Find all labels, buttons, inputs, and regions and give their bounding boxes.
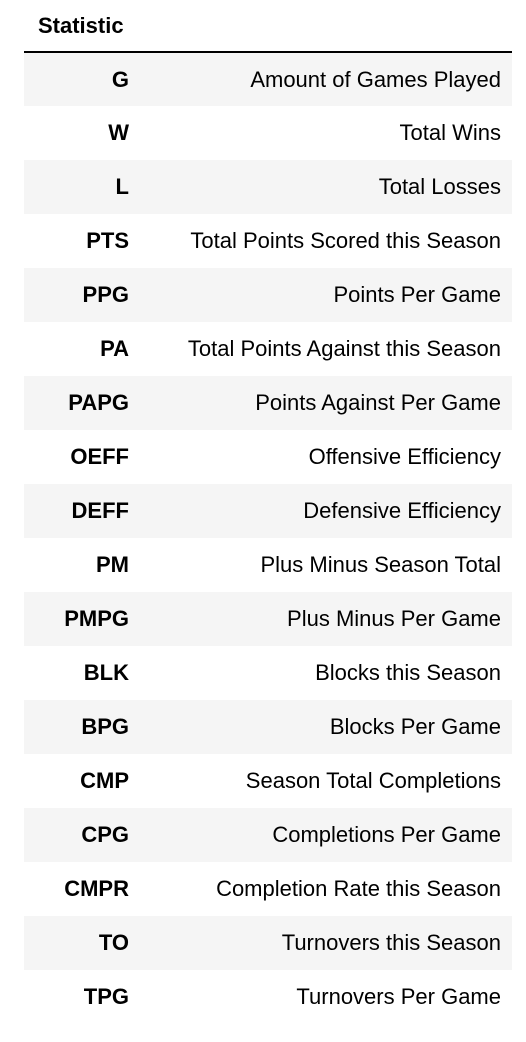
stat-key: BPG [81, 714, 129, 739]
table-row: CMPR Completion Rate this Season [24, 862, 512, 916]
table-row: DEFF Defensive Efficiency [24, 484, 512, 538]
table-header: Statistic [24, 0, 512, 53]
stat-key: CMP [80, 768, 129, 793]
stat-description: Points Per Game [333, 282, 501, 307]
stat-key: BLK [83, 660, 129, 685]
stat-key: CMPR [64, 876, 129, 901]
stat-description: Plus Minus Season Total [260, 552, 501, 577]
stat-description: Season Total Completions [245, 768, 501, 793]
table-row: CPG Completions Per Game [24, 808, 512, 862]
stat-key: W [108, 120, 129, 145]
stat-key: PA [100, 336, 129, 361]
stat-key: L [115, 174, 129, 199]
stat-description: Turnovers Per Game [296, 984, 501, 1009]
stat-description: Total Losses [378, 174, 501, 199]
stat-description: Offensive Efficiency [308, 444, 501, 469]
stat-description: Plus Minus Per Game [287, 606, 501, 631]
table-row: PM Plus Minus Season Total [24, 538, 512, 592]
table-row: PMPG Plus Minus Per Game [24, 592, 512, 646]
stat-key: DEFF [71, 498, 129, 523]
table-row: PAPG Points Against Per Game [24, 376, 512, 430]
table-row: TO Turnovers this Season [24, 916, 512, 970]
stat-description: Completions Per Game [272, 822, 501, 847]
stat-key: TPG [83, 984, 129, 1009]
stat-key: G [111, 66, 129, 92]
table-row: L Total Losses [24, 160, 512, 214]
stat-key: PTS [86, 228, 129, 253]
stat-key: PAPG [68, 390, 129, 415]
stat-description: Blocks Per Game [329, 714, 501, 739]
table-row: CMP Season Total Completions [24, 754, 512, 808]
table-row: PTS Total Points Scored this Season [24, 214, 512, 268]
stat-key: PMPG [64, 606, 129, 631]
table-row: W Total Wins [24, 106, 512, 160]
stat-description: Total Wins [399, 120, 501, 145]
table-row: G Amount of Games Played [24, 52, 512, 106]
stat-key: OEFF [70, 444, 129, 469]
stat-description: Blocks this Season [315, 660, 501, 685]
stat-key: TO [98, 930, 129, 955]
statistics-table-container: Statistic G Amount of Games Played W Total… [24, 0, 512, 1024]
column-header-description [141, 0, 512, 53]
table-row: PPG Points Per Game [24, 268, 512, 322]
stat-description: Points Against Per Game [255, 390, 501, 415]
table-row: TPG Turnovers Per Game [24, 970, 512, 1024]
stat-key: PM [96, 552, 129, 577]
stat-description: Turnovers this Season [281, 930, 501, 955]
stat-description: Completion Rate this Season [216, 876, 501, 901]
table-row: BLK Blocks this Season [24, 646, 512, 700]
stat-key: CPG [81, 822, 129, 847]
statistics-table: Statistic G Amount of Games Played W Total… [24, 0, 512, 1024]
stat-description: Amount of Games Played [250, 66, 501, 92]
column-header-statistic: Statistic [24, 0, 141, 53]
table-row: BPG Blocks Per Game [24, 700, 512, 754]
table-row: OEFF Offensive Efficiency [24, 430, 512, 484]
header-row: Statistic [24, 0, 512, 53]
table-row: PA Total Points Against this Season [24, 322, 512, 376]
stat-description: Defensive Efficiency [303, 498, 501, 523]
stat-description: Total Points Scored this Season [190, 228, 501, 253]
table-body: G Amount of Games Played W Total Wins L Tot… [24, 52, 512, 1024]
stat-description: Total Points Against this Season [187, 336, 501, 361]
stat-key: PPG [82, 282, 129, 307]
